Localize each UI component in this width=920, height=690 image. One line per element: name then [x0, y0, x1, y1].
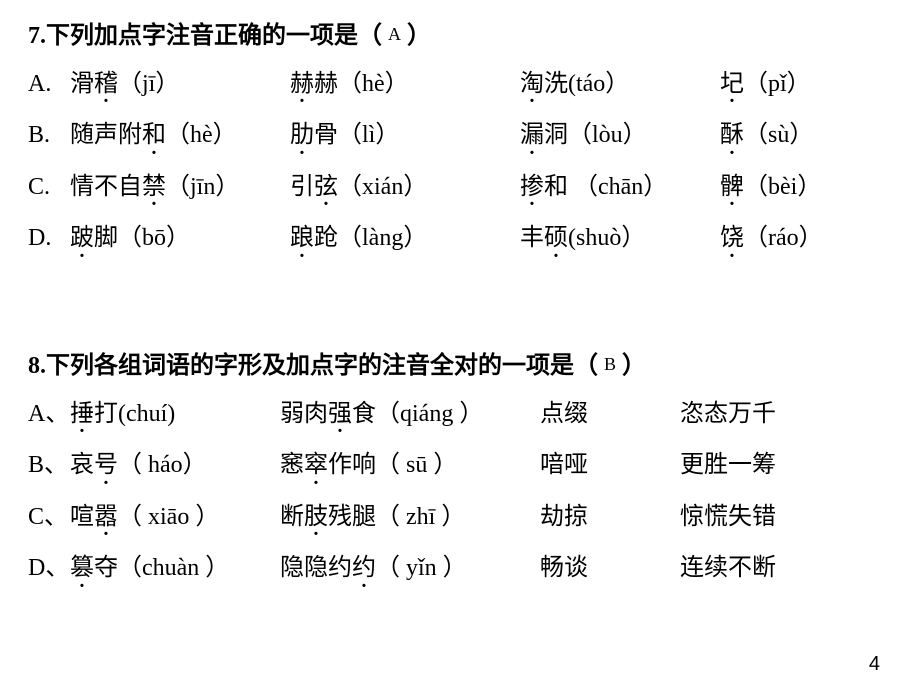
option-col2: 隐隐约约（ yǐn ） — [280, 552, 540, 586]
option-col1: 喧嚣（ xiāo ） — [70, 501, 280, 535]
option-label: D. — [28, 222, 70, 256]
q8-header-post: ） — [622, 353, 646, 379]
option-label: D、 — [28, 552, 70, 586]
q8-option-c: C、 喧嚣（ xiāo ） 断肢残腿（ zhī ） 劫掠 惊慌失错 — [28, 501, 892, 535]
option-col1: 捶打(chuí) — [70, 398, 280, 432]
q8-header-pre: 8.下列各组词语的字形及加点字的注音全对的一项是（ — [28, 353, 598, 379]
option-col3: 淘洗(táo） — [520, 68, 720, 102]
q7-option-b: B. 随声附和（hè） 肋骨（lì） 漏洞（lòu） 酥（sù） — [28, 119, 892, 153]
option-col2: 引弦（xián） — [290, 171, 520, 205]
option-col4: 惊慌失错 — [680, 501, 776, 535]
option-col3: 漏洞（lòu） — [520, 119, 720, 153]
q7-option-d: D. 跛脚（bō） 踉跄（làng） 丰硕(shuò） 饶（ráo） — [28, 222, 892, 256]
option-label: C、 — [28, 501, 70, 535]
option-label: B. — [28, 119, 70, 153]
option-col2: 断肢残腿（ zhī ） — [280, 501, 540, 535]
option-col1: 哀号（ háo） — [70, 449, 280, 483]
q7-option-a: A. 滑稽（jī） 赫赫（hè） 淘洗(táo） 圮（pǐ） — [28, 68, 892, 102]
q8-option-b: B、 哀号（ háo） 窸窣作响（ sū ） 喑哑 更胜一筹 — [28, 449, 892, 483]
option-col1: 情不自禁（jīn） — [70, 171, 290, 205]
option-col2: 窸窣作响（ sū ） — [280, 449, 540, 483]
q7-option-c: C. 情不自禁（jīn） 引弦（xián） 掺和 （chān） 髀（bèi） — [28, 171, 892, 205]
question-7-header: 7.下列加点字注音正确的一项是（ A ） — [28, 20, 892, 54]
option-col2: 弱肉强食（qiáng ） — [280, 398, 540, 432]
q7-answer: A — [388, 24, 401, 44]
option-col3: 劫掠 — [540, 501, 680, 535]
option-col4: 恣态万千 — [680, 398, 776, 432]
option-col4: 更胜一筹 — [680, 449, 776, 483]
question-7: 7.下列加点字注音正确的一项是（ A ） A. 滑稽（jī） 赫赫（hè） 淘洗… — [28, 20, 892, 274]
q7-header-pre: 7.下列加点字注音正确的一项是（ — [28, 23, 382, 49]
option-col1: 随声附和（hè） — [70, 119, 290, 153]
option-col4: 圮（pǐ） — [720, 68, 811, 102]
option-col2: 踉跄（làng） — [290, 222, 520, 256]
option-label: A. — [28, 68, 70, 102]
option-col3: 点缀 — [540, 398, 680, 432]
option-label: A、 — [28, 398, 70, 432]
option-col1: 跛脚（bō） — [70, 222, 290, 256]
question-8: 8.下列各组词语的字形及加点字的注音全对的一项是（ B ） A、 捶打(chuí… — [28, 350, 892, 604]
q7-header-post: ） — [407, 23, 431, 49]
option-col3: 畅谈 — [540, 552, 680, 586]
option-col3: 丰硕(shuò） — [520, 222, 720, 256]
option-col4: 髀（bèi） — [720, 171, 821, 205]
q8-answer: B — [604, 354, 616, 374]
option-col1: 篡夺（chuàn ） — [70, 552, 280, 586]
option-col2: 肋骨（lì） — [290, 119, 520, 153]
option-col4: 酥（sù） — [720, 119, 813, 153]
option-col1: 滑稽（jī） — [70, 68, 290, 102]
option-col3: 掺和 （chān） — [520, 171, 720, 205]
page-number: 4 — [869, 653, 880, 676]
q8-option-a: A、 捶打(chuí) 弱肉强食（qiáng ） 点缀 恣态万千 — [28, 398, 892, 432]
option-col3: 喑哑 — [540, 449, 680, 483]
option-col4: 饶（ráo） — [720, 222, 823, 256]
option-col4: 连续不断 — [680, 552, 776, 586]
question-8-header: 8.下列各组词语的字形及加点字的注音全对的一项是（ B ） — [28, 350, 892, 384]
option-col2: 赫赫（hè） — [290, 68, 520, 102]
option-label: C. — [28, 171, 70, 205]
q8-option-d: D、 篡夺（chuàn ） 隐隐约约（ yǐn ） 畅谈 连续不断 — [28, 552, 892, 586]
option-label: B、 — [28, 449, 70, 483]
